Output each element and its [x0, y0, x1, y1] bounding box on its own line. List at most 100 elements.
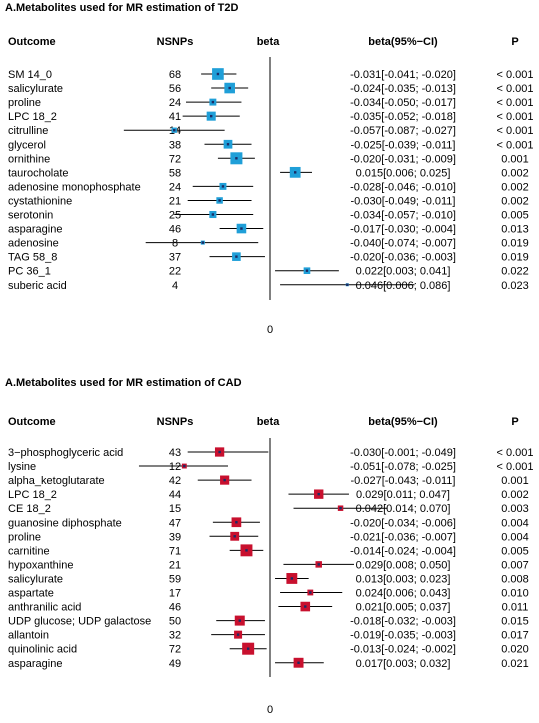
panel1-row-outcome: suberic acid	[8, 280, 67, 292]
panel1-row-p: 0.002	[501, 195, 529, 207]
panel1-row-outcome: ornithine	[8, 153, 50, 165]
panel2-row-ci: 0.029[0.008; 0.050]	[356, 559, 451, 571]
panel2-row-ci: -0.019[-0.035; -0.003]	[350, 630, 456, 642]
panel1-row-ci: 0.046[0.006; 0.086]	[356, 280, 451, 292]
panel1-row-nsnps: 21	[169, 195, 181, 207]
panel1-row-nsnps: 68	[169, 69, 181, 81]
panel2-row-nsnps: 47	[169, 517, 181, 529]
panel2-row-ci: -0.020[-0.034; -0.006]	[350, 517, 456, 529]
panel1-row-nsnps: 4	[172, 280, 178, 292]
panel1-row-p: 0.019	[501, 238, 529, 250]
panel2-row-ci: 0.029[0.011; 0.047]	[356, 489, 450, 501]
panel2-row-ci: 0.021[0.005; 0.037]	[356, 602, 451, 614]
panel1-estimate-center	[235, 157, 238, 160]
panel2-estimate-center	[236, 633, 240, 636]
panel2-estimate-center	[309, 591, 312, 594]
panel2-row-p: 0.015	[501, 616, 529, 628]
panel2-row-ci: -0.018[-0.032; -0.003]	[350, 616, 456, 628]
panel2-header-nsnps: NSNPs	[157, 416, 194, 428]
panel2-row-nsnps: 12	[169, 461, 181, 473]
panel2-row-p: 0.004	[501, 517, 529, 529]
panel1-row-nsnps: 22	[169, 266, 181, 278]
panel1-estimate-center	[173, 129, 176, 132]
panel1-row-ci: -0.034[-0.057; -0.010]	[350, 210, 456, 222]
panel1-row-ci: 0.015[0.006; 0.025]	[356, 167, 451, 179]
panel1-row-p: 0.023	[501, 280, 529, 292]
panel2-row-nsnps: 39	[169, 531, 181, 543]
panel2-estimate-center	[297, 661, 300, 664]
panel2-row-nsnps: 44	[169, 489, 181, 501]
panel2-row-p: 0.005	[501, 545, 529, 557]
panel2-row-ci: 0.017[0.003; 0.032]	[356, 658, 451, 670]
panel2-row-outcome: guanosine diphosphate	[8, 517, 122, 529]
panel2-row-outcome: lysine	[8, 461, 36, 473]
panel1-estimate-center	[221, 185, 225, 188]
panel1-row-outcome: salicylurate	[8, 83, 63, 95]
panel1-estimate-center	[216, 72, 220, 76]
panel2-row-nsnps: 32	[169, 630, 181, 642]
panel1-estimate-center	[211, 213, 215, 216]
panel1-row-ci: -0.034[-0.050; -0.017]	[350, 97, 456, 109]
panel2-row-p: 0.010	[501, 588, 529, 600]
panel1-estimate-center	[228, 86, 231, 90]
panel2-zero-label: 0	[267, 704, 273, 716]
panel2-row-p: 0.003	[501, 503, 529, 515]
panel2-row-outcome: anthranilic acid	[8, 602, 81, 614]
panel2-row-outcome: carnitine	[8, 545, 50, 557]
panel2-row-nsnps: 49	[169, 658, 181, 670]
panel2-row-outcome: aspartate	[8, 588, 54, 600]
panel1-row-nsnps: 25	[169, 210, 181, 222]
panel2-row-ci: -0.051[-0.078; -0.025]	[350, 461, 456, 473]
panel1-row-outcome: proline	[8, 97, 41, 109]
panel2-estimate-center	[235, 521, 238, 524]
panel1-row-outcome: adenosine monophosphate	[8, 181, 141, 193]
panel2-row-p: 0.020	[501, 644, 529, 656]
panel1-row-ci: -0.028[-0.046; -0.010]	[350, 181, 456, 193]
panel2-row-ci: -0.027[-0.043; -0.011]	[351, 475, 456, 487]
panel2-row-ci: 0.042[0.014; 0.070]	[356, 503, 451, 515]
panel2-estimate-center	[218, 450, 221, 454]
panel2-row-outcome: 3−phosphoglyceric acid	[8, 447, 123, 459]
panel1-row-outcome: asparagine	[8, 224, 62, 236]
panel2-row-nsnps: 50	[169, 616, 181, 628]
panel1-row-nsnps: 58	[169, 167, 181, 179]
panel1-row-p: < 0.001	[496, 125, 533, 137]
panel2-row-p: 0.017	[501, 630, 529, 642]
panel2-row-nsnps: 71	[169, 545, 181, 557]
panel2-estimate-center	[238, 619, 241, 622]
panel2-row-nsnps: 15	[169, 503, 181, 515]
panel2-row-outcome: allantoin	[8, 630, 49, 642]
panel2-row-outcome: hypoxanthine	[8, 559, 73, 571]
panel2-row-nsnps: 21	[169, 559, 181, 571]
panel1-row-nsnps: 46	[169, 224, 181, 236]
panel1-estimate-center	[211, 100, 215, 104]
panel2-estimate-center	[183, 464, 186, 468]
panel1-row-nsnps: 8	[172, 238, 178, 250]
panel2-estimate-center	[223, 478, 226, 482]
panel1-estimate-center	[226, 143, 230, 146]
panel2-estimate-center	[245, 549, 248, 552]
panel1-row-ci: -0.020[-0.036; -0.003]	[350, 252, 456, 264]
panel2-estimate-center	[304, 605, 307, 608]
panel1-row-outcome: adenosine	[8, 238, 59, 250]
panel2-estimate-center	[339, 507, 342, 510]
panel1-estimate-center	[218, 199, 221, 202]
panel1-row-ci: 0.022[0.003; 0.041]	[356, 266, 451, 278]
panel1-estimate-center	[346, 283, 349, 286]
panel2-row-nsnps: 72	[169, 644, 181, 656]
panel2-header-p: P	[511, 416, 518, 428]
panel1-row-p: < 0.001	[496, 69, 533, 81]
panel2-row-p: 0.002	[501, 489, 529, 501]
panel1-estimate-center	[210, 114, 213, 118]
panel1-estimate-center	[305, 269, 309, 272]
panel2-row-outcome: asparagine	[8, 658, 62, 670]
panel2-row-ci: -0.013[-0.024; -0.002]	[350, 644, 456, 656]
panel1-row-nsnps: 37	[169, 252, 181, 264]
panel2-header-ci: beta(95%−CI)	[368, 416, 438, 428]
panel1-row-p: 0.005	[501, 210, 529, 222]
panel2-row-outcome: CE 18_2	[8, 503, 51, 515]
panel1-row-ci: -0.020[-0.031; -0.009]	[350, 153, 456, 165]
panel1-row-outcome: cystathionine	[8, 195, 72, 207]
panel1-row-ci: -0.017[-0.030; -0.004]	[350, 224, 456, 236]
panel1-header-p: P	[511, 36, 518, 48]
